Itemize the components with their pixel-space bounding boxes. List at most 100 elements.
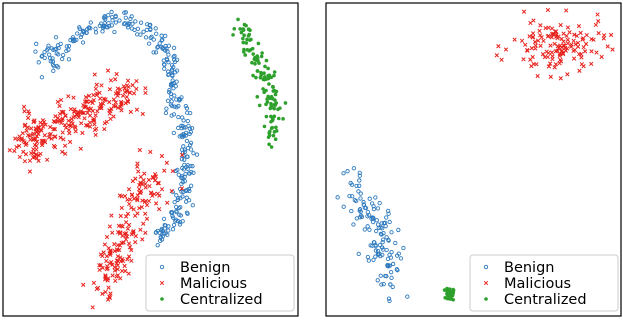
benign-point xyxy=(365,224,370,229)
malicious-point xyxy=(98,96,103,101)
malicious-point xyxy=(579,62,585,67)
malicious-point xyxy=(91,116,97,122)
benign-point xyxy=(177,222,183,227)
benign-point xyxy=(64,44,69,49)
benign-point xyxy=(72,38,77,43)
benign-point xyxy=(405,294,410,299)
benign-point xyxy=(396,227,401,233)
benign-point xyxy=(389,250,394,255)
malicious-point xyxy=(80,110,85,116)
centralized-point xyxy=(448,296,453,301)
benign-point xyxy=(185,211,190,216)
benign-point xyxy=(163,231,168,236)
malicious-point xyxy=(91,92,96,98)
malicious-point xyxy=(594,50,599,55)
malicious-point xyxy=(539,35,544,40)
centralized-point xyxy=(450,293,455,298)
right-legend-box xyxy=(469,254,619,312)
malicious-point xyxy=(130,230,136,235)
malicious-point xyxy=(136,169,141,174)
centralized-point xyxy=(231,33,235,37)
malicious-point xyxy=(122,263,127,269)
benign-point xyxy=(93,30,99,35)
malicious-point xyxy=(164,160,169,165)
malicious-point xyxy=(528,20,533,26)
benign-point xyxy=(190,203,195,208)
centralized-point xyxy=(254,75,258,80)
malicious-point xyxy=(110,230,115,235)
centralized-point xyxy=(251,52,256,56)
malicious-point xyxy=(579,55,584,60)
malicious-point xyxy=(36,158,41,164)
centralized-point xyxy=(264,114,269,119)
benign-point xyxy=(46,43,51,48)
centralized-point xyxy=(262,75,267,79)
legend-marker-benign xyxy=(159,264,165,270)
centralized-point xyxy=(238,27,242,31)
malicious-point xyxy=(120,258,126,264)
centralized-point xyxy=(241,36,245,41)
malicious-point xyxy=(589,61,594,67)
benign-point xyxy=(377,200,382,206)
malicious-point xyxy=(115,267,120,272)
malicious-point xyxy=(558,43,563,48)
malicious-point xyxy=(141,221,146,226)
malicious-point xyxy=(521,57,526,62)
malicious-point xyxy=(122,89,128,95)
malicious-point xyxy=(16,137,21,142)
benign-point xyxy=(51,47,56,52)
malicious-point xyxy=(137,205,142,211)
malicious-point xyxy=(157,206,162,212)
benign-point xyxy=(148,26,153,31)
benign-point xyxy=(177,219,183,225)
centralized-point xyxy=(269,126,274,131)
malicious-point xyxy=(125,78,131,83)
benign-point xyxy=(109,23,114,28)
malicious-point xyxy=(92,122,97,127)
malicious-point xyxy=(549,50,555,55)
benign-point xyxy=(185,118,190,124)
malicious-point xyxy=(31,136,37,141)
benign-point xyxy=(367,227,372,232)
benign-point xyxy=(180,123,185,129)
malicious-point xyxy=(27,133,32,138)
malicious-point xyxy=(99,83,104,88)
benign-point xyxy=(350,194,355,199)
benign-point xyxy=(357,215,363,220)
benign-point xyxy=(155,228,160,234)
benign-point xyxy=(153,26,158,31)
malicious-point xyxy=(519,38,525,43)
malicious-point xyxy=(72,124,77,129)
malicious-point xyxy=(143,211,148,216)
benign-point xyxy=(381,237,386,242)
legend-label-malicious: Malicious xyxy=(504,276,571,292)
malicious-point xyxy=(52,145,58,150)
malicious-point xyxy=(131,229,136,234)
malicious-point xyxy=(119,268,125,274)
benign-point xyxy=(110,15,115,20)
benign-point xyxy=(375,278,380,283)
benign-point xyxy=(167,87,172,93)
benign-point xyxy=(387,263,392,268)
malicious-point xyxy=(563,45,568,51)
malicious-point xyxy=(129,258,134,263)
centralized-point xyxy=(250,60,254,65)
benign-point xyxy=(378,273,383,278)
benign-point xyxy=(165,49,170,54)
benign-point xyxy=(42,55,47,61)
malicious-point xyxy=(546,33,551,39)
malicious-point xyxy=(138,190,143,195)
malicious-point xyxy=(100,265,105,270)
centralized-point xyxy=(264,58,269,63)
malicious-point xyxy=(170,169,175,174)
benign-point xyxy=(187,171,192,176)
legend-marker-centralized xyxy=(160,297,164,301)
malicious-point xyxy=(94,92,99,98)
malicious-point xyxy=(529,46,534,51)
benign-point xyxy=(185,110,190,115)
benign-point xyxy=(186,198,192,203)
benign-point xyxy=(389,275,394,281)
benign-point xyxy=(366,258,371,263)
malicious-point xyxy=(23,142,29,148)
